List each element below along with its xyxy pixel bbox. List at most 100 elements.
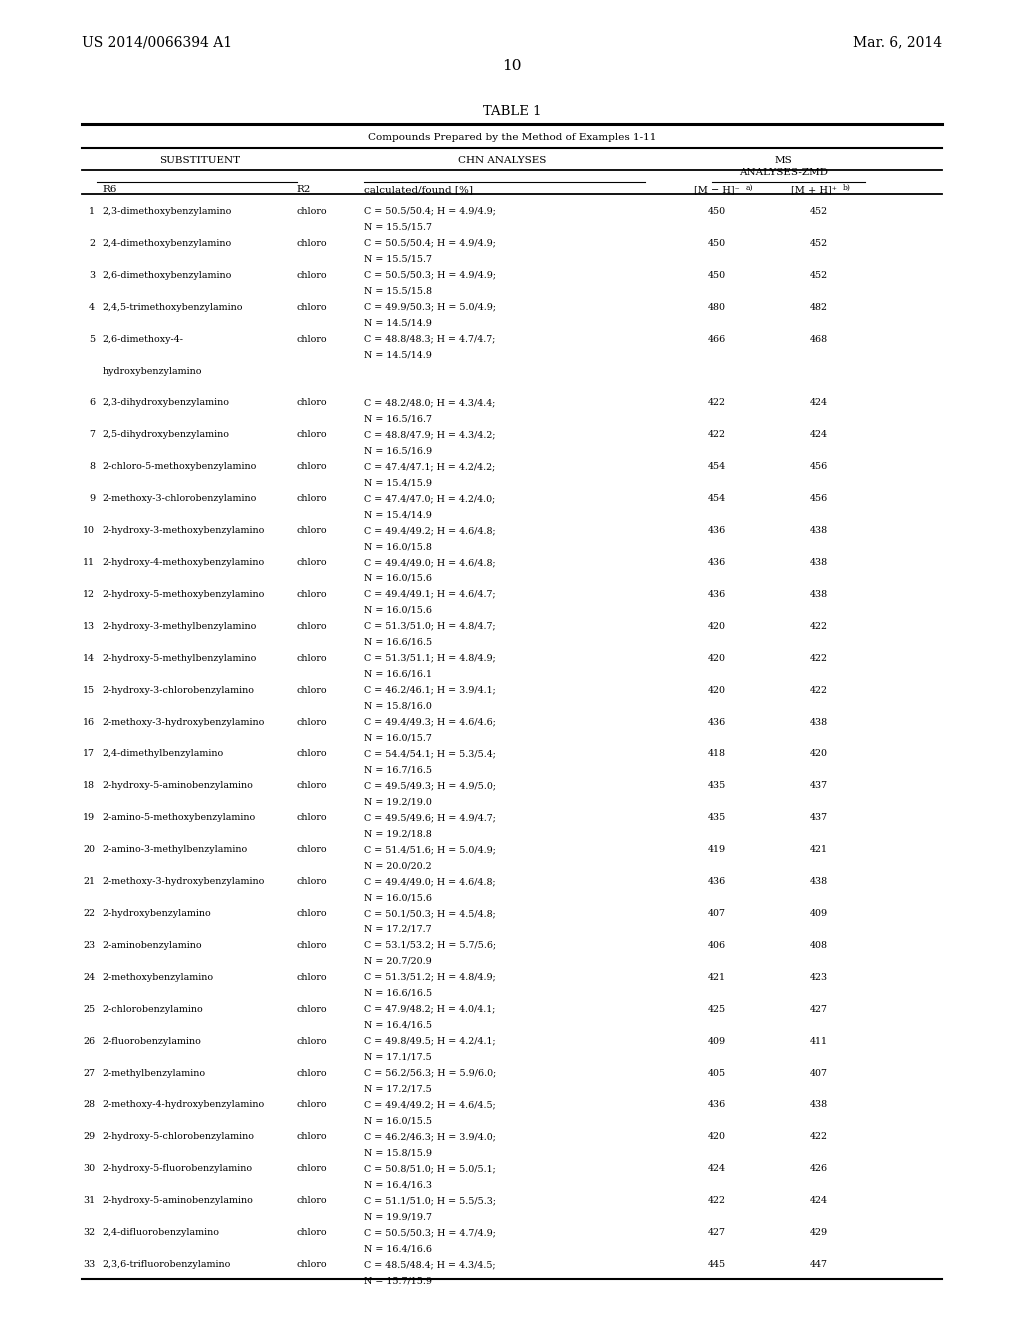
Text: N = 16.7/16.5: N = 16.7/16.5 — [364, 766, 431, 775]
Text: chloro: chloro — [297, 781, 328, 791]
Text: 2,4,5-trimethoxybenzylamino: 2,4,5-trimethoxybenzylamino — [102, 302, 243, 312]
Text: 438: 438 — [810, 558, 828, 568]
Text: 437: 437 — [810, 813, 828, 822]
Text: 32: 32 — [83, 1228, 95, 1237]
Text: N = 17.2/17.5: N = 17.2/17.5 — [364, 1085, 431, 1093]
Text: chloro: chloro — [297, 527, 328, 535]
Text: C = 53.1/53.2; H = 5.7/5.6;: C = 53.1/53.2; H = 5.7/5.6; — [364, 941, 496, 950]
Text: 450: 450 — [708, 271, 726, 280]
Text: chloro: chloro — [297, 430, 328, 440]
Text: MS: MS — [774, 156, 793, 165]
Text: 2-amino-5-methoxybenzylamino: 2-amino-5-methoxybenzylamino — [102, 813, 256, 822]
Text: 420: 420 — [810, 750, 828, 759]
Text: 16: 16 — [83, 718, 95, 726]
Text: 436: 436 — [708, 590, 726, 599]
Text: 425: 425 — [708, 1005, 726, 1014]
Text: 437: 437 — [810, 781, 828, 791]
Text: 422: 422 — [810, 1133, 828, 1142]
Text: C = 51.3/51.0; H = 4.8/4.7;: C = 51.3/51.0; H = 4.8/4.7; — [364, 622, 496, 631]
Text: C = 54.4/54.1; H = 5.3/5.4;: C = 54.4/54.1; H = 5.3/5.4; — [364, 750, 496, 759]
Text: 15: 15 — [83, 685, 95, 694]
Text: C = 51.3/51.2; H = 4.8/4.9;: C = 51.3/51.2; H = 4.8/4.9; — [364, 973, 496, 982]
Text: C = 49.4/49.1; H = 4.6/4.7;: C = 49.4/49.1; H = 4.6/4.7; — [364, 590, 496, 599]
Text: N = 16.0/15.7: N = 16.0/15.7 — [364, 734, 431, 742]
Text: 18: 18 — [83, 781, 95, 791]
Text: chloro: chloro — [297, 1133, 328, 1142]
Text: 33: 33 — [83, 1261, 95, 1269]
Text: 2,6-dimethoxy-4-: 2,6-dimethoxy-4- — [102, 334, 183, 343]
Text: chloro: chloro — [297, 941, 328, 950]
Text: N = 15.5/15.7: N = 15.5/15.7 — [364, 223, 431, 232]
Text: US 2014/0066394 A1: US 2014/0066394 A1 — [82, 36, 232, 49]
Text: 409: 409 — [810, 909, 828, 917]
Text: 436: 436 — [708, 1101, 726, 1110]
Text: 20: 20 — [83, 845, 95, 854]
Text: N = 16.6/16.5: N = 16.6/16.5 — [364, 638, 432, 647]
Text: hydroxybenzylamino: hydroxybenzylamino — [102, 367, 202, 375]
Text: 2-hydroxy-5-chlorobenzylamino: 2-hydroxy-5-chlorobenzylamino — [102, 1133, 254, 1142]
Text: chloro: chloro — [297, 718, 328, 726]
Text: ANALYSES-ZMD: ANALYSES-ZMD — [739, 168, 827, 177]
Text: N = 15.4/15.9: N = 15.4/15.9 — [364, 478, 431, 487]
Text: chloro: chloro — [297, 685, 328, 694]
Text: chloro: chloro — [297, 494, 328, 503]
Text: 424: 424 — [810, 399, 828, 408]
Text: C = 49.4/49.0; H = 4.6/4.8;: C = 49.4/49.0; H = 4.6/4.8; — [364, 876, 496, 886]
Text: 420: 420 — [708, 622, 726, 631]
Text: 1: 1 — [89, 207, 95, 216]
Text: 8: 8 — [89, 462, 95, 471]
Text: b): b) — [843, 183, 851, 191]
Text: C = 50.1/50.3; H = 4.5/4.8;: C = 50.1/50.3; H = 4.5/4.8; — [364, 909, 496, 917]
Text: 2-hydroxy-5-aminobenzylamino: 2-hydroxy-5-aminobenzylamino — [102, 781, 253, 791]
Text: chloro: chloro — [297, 845, 328, 854]
Text: 2-fluorobenzylamino: 2-fluorobenzylamino — [102, 1036, 202, 1045]
Text: C = 50.5/50.3; H = 4.9/4.9;: C = 50.5/50.3; H = 4.9/4.9; — [364, 271, 496, 280]
Text: N = 20.0/20.2: N = 20.0/20.2 — [364, 861, 431, 870]
Text: N = 14.5/14.9: N = 14.5/14.9 — [364, 318, 431, 327]
Text: 2-hydroxy-5-fluorobenzylamino: 2-hydroxy-5-fluorobenzylamino — [102, 1164, 253, 1173]
Text: chloro: chloro — [297, 1261, 328, 1269]
Text: 2,3-dihydroxybenzylamino: 2,3-dihydroxybenzylamino — [102, 399, 229, 408]
Text: chloro: chloro — [297, 207, 328, 216]
Text: 2,3-dimethoxybenzylamino: 2,3-dimethoxybenzylamino — [102, 207, 231, 216]
Text: 438: 438 — [810, 1101, 828, 1110]
Text: C = 50.5/50.3; H = 4.7/4.9;: C = 50.5/50.3; H = 4.7/4.9; — [364, 1228, 496, 1237]
Text: 422: 422 — [708, 1196, 726, 1205]
Text: 17: 17 — [83, 750, 95, 759]
Text: 14: 14 — [83, 653, 95, 663]
Text: N = 16.0/15.8: N = 16.0/15.8 — [364, 543, 431, 550]
Text: 422: 422 — [708, 399, 726, 408]
Text: N = 20.7/20.9: N = 20.7/20.9 — [364, 957, 431, 966]
Text: 420: 420 — [708, 1133, 726, 1142]
Text: 435: 435 — [708, 813, 726, 822]
Text: 438: 438 — [810, 590, 828, 599]
Text: C = 51.3/51.1; H = 4.8/4.9;: C = 51.3/51.1; H = 4.8/4.9; — [364, 653, 496, 663]
Text: C = 51.4/51.6; H = 5.0/4.9;: C = 51.4/51.6; H = 5.0/4.9; — [364, 845, 496, 854]
Text: 2-hydroxy-5-methoxybenzylamino: 2-hydroxy-5-methoxybenzylamino — [102, 590, 265, 599]
Text: 2-chlorobenzylamino: 2-chlorobenzylamino — [102, 1005, 203, 1014]
Text: N = 14.5/14.9: N = 14.5/14.9 — [364, 351, 431, 359]
Text: 454: 454 — [708, 494, 726, 503]
Text: 2,3,6-trifluorobenzylamino: 2,3,6-trifluorobenzylamino — [102, 1261, 230, 1269]
Text: 435: 435 — [708, 781, 726, 791]
Text: C = 46.2/46.1; H = 3.9/4.1;: C = 46.2/46.1; H = 3.9/4.1; — [364, 685, 496, 694]
Text: 2-methoxy-3-chlorobenzylamino: 2-methoxy-3-chlorobenzylamino — [102, 494, 257, 503]
Text: chloro: chloro — [297, 653, 328, 663]
Text: C = 46.2/46.3; H = 3.9/4.0;: C = 46.2/46.3; H = 3.9/4.0; — [364, 1133, 496, 1142]
Text: C = 48.2/48.0; H = 4.3/4.4;: C = 48.2/48.0; H = 4.3/4.4; — [364, 399, 495, 408]
Text: 436: 436 — [708, 718, 726, 726]
Text: 7: 7 — [89, 430, 95, 440]
Text: 427: 427 — [810, 1005, 828, 1014]
Text: Mar. 6, 2014: Mar. 6, 2014 — [853, 36, 942, 49]
Text: 2-aminobenzylamino: 2-aminobenzylamino — [102, 941, 202, 950]
Text: 2-chloro-5-methoxybenzylamino: 2-chloro-5-methoxybenzylamino — [102, 462, 257, 471]
Text: chloro: chloro — [297, 813, 328, 822]
Text: C = 47.4/47.1; H = 4.2/4.2;: C = 47.4/47.1; H = 4.2/4.2; — [364, 462, 495, 471]
Text: chloro: chloro — [297, 271, 328, 280]
Text: N = 19.2/18.8: N = 19.2/18.8 — [364, 829, 431, 838]
Text: N = 16.6/16.5: N = 16.6/16.5 — [364, 989, 432, 998]
Text: 421: 421 — [810, 845, 828, 854]
Text: 11: 11 — [83, 558, 95, 568]
Text: C = 49.8/49.5; H = 4.2/4.1;: C = 49.8/49.5; H = 4.2/4.1; — [364, 1036, 496, 1045]
Text: 418: 418 — [708, 750, 726, 759]
